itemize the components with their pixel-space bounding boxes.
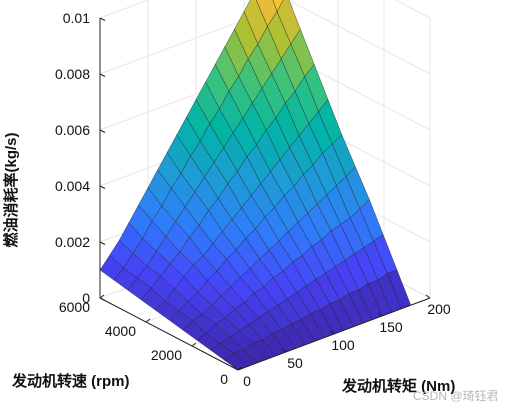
x-tick-mark xyxy=(329,330,335,335)
z-tick-label: 0.006 xyxy=(55,122,90,138)
x-tick-label: 50 xyxy=(287,355,303,371)
z-tick-label: 0.01 xyxy=(63,10,90,26)
z-axis-label: 燃油消耗率(kg/s) xyxy=(2,132,20,247)
axes xyxy=(99,17,431,371)
tick-labels: 050100150200020004000600000.0020.0040.00… xyxy=(55,10,451,389)
y-tick-label: 0 xyxy=(220,371,228,387)
z-tick-mark xyxy=(99,129,106,133)
z-tick-label: 0.004 xyxy=(55,178,90,194)
y-tick-mark xyxy=(99,294,105,299)
y-tick-label: 2000 xyxy=(151,347,182,363)
z-tick-mark xyxy=(99,241,106,245)
y-tick-mark xyxy=(191,342,197,347)
x-tick-label: 200 xyxy=(427,301,451,317)
z-tick-mark xyxy=(99,185,106,189)
y-tick-mark xyxy=(237,366,243,371)
y-axis-line xyxy=(99,297,239,371)
x-tick-label: 0 xyxy=(243,373,251,389)
x-tick-mark xyxy=(233,366,239,371)
z-tick-label: 0 xyxy=(82,290,90,306)
surface xyxy=(99,0,412,371)
x-tick-mark xyxy=(425,294,431,299)
surface-patch xyxy=(272,0,284,13)
y-tick-label: 4000 xyxy=(105,323,136,339)
z-tick-mark xyxy=(99,297,106,301)
y-tick-mark xyxy=(145,318,151,323)
z-tick-mark xyxy=(99,17,106,21)
z-tick-mark xyxy=(99,73,106,77)
x-tick-mark xyxy=(377,312,383,317)
watermark: CSDN @琦钰君 xyxy=(413,389,499,403)
x-tick-label: 100 xyxy=(331,337,355,353)
y-tick-label: 6000 xyxy=(59,299,90,315)
z-tick-label: 0.008 xyxy=(55,66,90,82)
x-tick-mark xyxy=(281,348,287,353)
y-axis-label: 发动机转速 (rpm) xyxy=(11,372,130,390)
x-tick-label: 150 xyxy=(379,319,403,335)
z-tick-label: 0.002 xyxy=(55,234,90,250)
x-axis-label: 发动机转矩 (Nm) xyxy=(341,377,455,395)
